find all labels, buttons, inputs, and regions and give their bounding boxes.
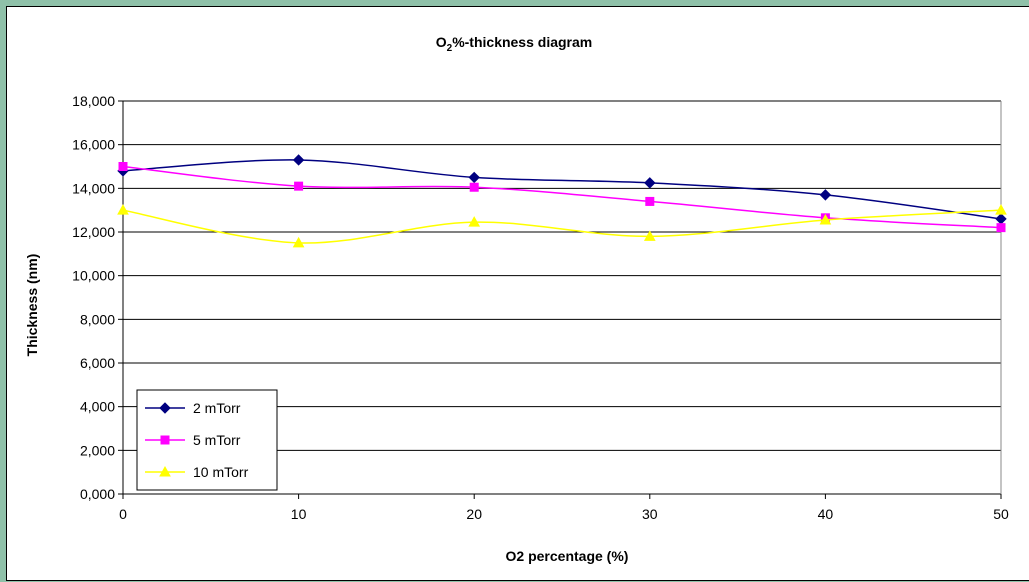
series-10-mtorr bbox=[117, 204, 1007, 248]
data-point-triangle bbox=[292, 236, 305, 248]
y-tick-label: 0,000 bbox=[80, 486, 115, 502]
y-tick-label: 8,000 bbox=[80, 311, 115, 327]
data-point-square bbox=[996, 223, 1006, 233]
data-point-triangle bbox=[468, 216, 481, 227]
legend-label: 2 mTorr bbox=[193, 400, 241, 416]
data-point-square bbox=[469, 182, 479, 192]
y-tick-label: 4,000 bbox=[80, 399, 115, 415]
chart-title: O2%-thickness diagram bbox=[436, 34, 593, 54]
gridlines bbox=[118, 100, 1002, 499]
x-axis-tick-labels: 0 10 20 30 40 50 bbox=[119, 506, 1009, 522]
data-point-diamond bbox=[995, 213, 1007, 225]
x-tick-label: 30 bbox=[642, 506, 658, 522]
y-axis-title: Thickness (nm) bbox=[24, 254, 40, 357]
data-point-diamond bbox=[159, 402, 171, 414]
data-point-triangle bbox=[159, 465, 171, 477]
legend-item: 5 mTorr bbox=[145, 432, 241, 448]
y-tick-label: 10,000 bbox=[72, 268, 115, 284]
data-point-square bbox=[118, 162, 128, 171]
y-tick-label: 18,000 bbox=[72, 93, 115, 109]
series-5-mtorr bbox=[118, 162, 1006, 233]
x-tick-label: 50 bbox=[993, 506, 1009, 522]
data-point-triangle bbox=[995, 204, 1007, 215]
data-point-triangle bbox=[643, 230, 656, 241]
legend-item: 2 mTorr bbox=[145, 400, 241, 416]
data-point-triangle bbox=[117, 204, 129, 215]
data-point-diamond bbox=[819, 189, 832, 201]
data-point-diamond bbox=[644, 177, 656, 189]
data-point-square bbox=[645, 196, 655, 206]
data-point-diamond bbox=[292, 154, 305, 166]
line-chart: O2%-thickness diagram 0,000 2,000 4,000 6,0… bbox=[24, 34, 1009, 564]
y-axis-tick-labels: 0,000 2,000 4,000 6,000 8,000 10,000 12,000 14,… bbox=[72, 93, 115, 502]
legend-label: 5 mTorr bbox=[193, 432, 241, 448]
legend-label: 10 mTorr bbox=[193, 464, 249, 480]
y-tick-label: 16,000 bbox=[72, 137, 115, 153]
legend: 2 mTorr 5 mTorr 10 mTorr bbox=[136, 389, 278, 491]
x-tick-label: 20 bbox=[466, 506, 482, 522]
chart-frame: O2%-thickness diagram 0,000 2,000 4,000 6,0… bbox=[6, 6, 1029, 581]
data-point-square bbox=[294, 181, 304, 191]
series-line bbox=[122, 159, 1002, 220]
series-layer bbox=[117, 154, 1007, 248]
x-axis-title: O2 percentage (%) bbox=[506, 548, 629, 564]
series-line bbox=[122, 165, 1002, 229]
series-2-mtorr bbox=[117, 154, 1007, 225]
y-tick-label: 14,000 bbox=[72, 180, 115, 196]
x-tick-label: 40 bbox=[818, 506, 834, 522]
x-tick-label: 0 bbox=[119, 506, 127, 522]
data-point-triangle bbox=[819, 213, 832, 225]
data-point-diamond bbox=[468, 171, 480, 184]
data-point-square bbox=[160, 435, 170, 445]
x-tick-label: 10 bbox=[291, 506, 307, 522]
y-tick-label: 12,000 bbox=[72, 224, 115, 240]
y-tick-label: 2,000 bbox=[80, 442, 115, 458]
legend-item: 10 mTorr bbox=[145, 464, 249, 480]
series-line bbox=[122, 209, 1002, 244]
y-tick-label: 6,000 bbox=[80, 355, 115, 371]
